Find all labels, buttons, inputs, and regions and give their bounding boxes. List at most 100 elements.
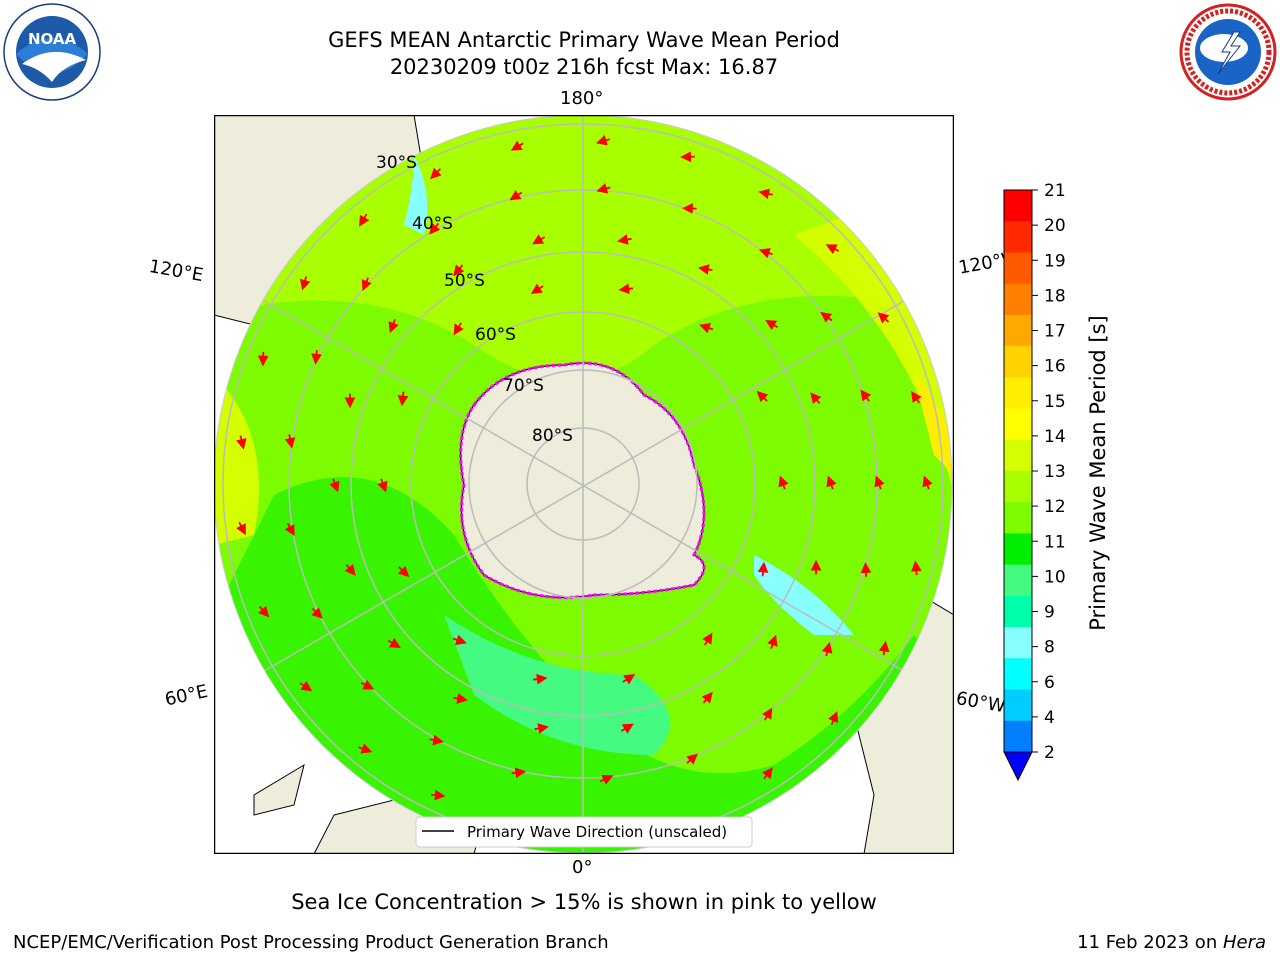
noaa-logo-icon: NOAA (3, 3, 101, 101)
colorbar-band (1004, 595, 1032, 628)
lat-label-50s: 50°S (444, 271, 485, 291)
wave-direction-arrow (329, 478, 340, 493)
colorbar-tick-label: 4 (1044, 708, 1055, 728)
wave-direction-arrow (530, 283, 544, 294)
noaa-logo-text: NOAA (28, 30, 77, 48)
wave-direction-arrow (910, 560, 922, 576)
colorbar-tick-label: 8 (1044, 638, 1055, 658)
wave-direction-arrow (453, 693, 468, 704)
wave-direction-arrow (878, 640, 890, 656)
nws-logo-icon (1179, 3, 1277, 101)
wave-direction-arrow (452, 634, 467, 645)
wave-direction-arrow (429, 734, 444, 746)
lat-label-30s: 30°S (376, 153, 417, 173)
wave-direction-arrow (765, 320, 779, 331)
polar-map: 30°S 40°S 50°S 60°S 70°S 80°S Primary Wa… (214, 115, 954, 854)
lat-label-40s: 40°S (412, 214, 453, 234)
longitude-lines (214, 115, 952, 853)
colorbar-tick-label: 16 (1044, 357, 1066, 377)
wave-direction-arrow (430, 167, 442, 180)
colorbar: 21 20 19 18 17 16 15 14 13 12 11 10 9 8 6 4 2 (1003, 181, 1066, 782)
field-band-14s-left (214, 375, 259, 545)
wave-direction-arrow (618, 283, 634, 295)
colorbar-band (1004, 252, 1032, 285)
wave-direction-arrow (874, 475, 885, 490)
wave-direction-arrow (860, 389, 872, 402)
wave-direction-arrow (299, 276, 311, 291)
wave-direction-arrow (767, 634, 778, 649)
colorbar-tick-label: 11 (1044, 532, 1066, 552)
wave-direction-arrow (828, 711, 839, 725)
lon-label-60e: 60°E (163, 681, 210, 711)
wave-direction-arrow (284, 522, 295, 537)
wave-direction-arrow (509, 189, 523, 201)
colorbar-band (1004, 346, 1032, 378)
wave-direction-arrow (778, 475, 789, 490)
colorbar-band (1004, 283, 1032, 316)
colorbar-band (1004, 627, 1032, 659)
lon-label-180: 180° (560, 88, 604, 109)
wave-direction-arrow (532, 234, 546, 245)
wave-direction-arrow (236, 521, 246, 536)
footer-machine: Hera (1222, 932, 1266, 953)
wave-direction-arrow (453, 322, 464, 336)
field-band-15s (914, 375, 952, 475)
colorbar-tick-label: 19 (1044, 251, 1066, 271)
wave-direction-arrow (453, 264, 465, 277)
wave-direction-arrow (762, 707, 773, 721)
field-band-9s (754, 555, 854, 635)
wave-direction-arrow (757, 561, 769, 577)
colorbar-band (1004, 190, 1032, 222)
wave-direction-arrow (397, 565, 410, 578)
wave-direction-arrow (236, 435, 247, 450)
wave-direction-arrow (257, 605, 270, 618)
footer-date: 11 Feb 2023 on Hera (1077, 932, 1266, 953)
wave-direction-arrows (236, 135, 933, 801)
lon-label-0: 0° (572, 857, 593, 878)
colorbar-tick-label: 21 (1044, 181, 1066, 201)
wave-direction-arrow (686, 753, 698, 765)
field-band-12s (214, 115, 952, 380)
wave-direction-arrow (361, 277, 372, 292)
wave-direction-arrow (758, 188, 773, 200)
colorbar-tick-label: 20 (1044, 216, 1066, 236)
wave-direction-arrow (397, 391, 409, 407)
wave-direction-arrow (877, 312, 890, 324)
wave-direction-arrow (702, 632, 713, 646)
wave-direction-arrow (762, 767, 773, 780)
colorbar-extend-min (1003, 751, 1033, 782)
colorbar-tick-label: 9 (1044, 603, 1055, 623)
sea-ice-note: Sea Ice Concentration > 15% is shown in … (291, 890, 877, 914)
wave-direction-arrow (701, 691, 713, 704)
wave-direction-arrow (377, 478, 388, 493)
wave-direction-arrow (387, 637, 401, 648)
wave-direction-arrow (821, 641, 833, 657)
colorbar-tick-label: 15 (1044, 392, 1066, 412)
wave-direction-arrow (388, 319, 399, 334)
wave-direction-arrow (756, 390, 769, 403)
colorbar-band (1004, 221, 1032, 253)
wave-direction-arrow (922, 475, 933, 490)
wave-direction-arrow (595, 135, 611, 146)
footer-credit: NCEP/EMC/Verification Post Processing Pr… (13, 932, 609, 953)
wave-direction-arrow (358, 743, 373, 754)
wave-direction-arrow (620, 723, 634, 734)
colorbar-band (1004, 720, 1032, 753)
map-subtitle-run-info: 20230209 t00z 216h fcst Max: 16.87 (389, 55, 779, 79)
colorbar-band (1004, 377, 1032, 410)
lon-label-120e: 120°E (147, 256, 205, 287)
colorbar-tick-label: 13 (1044, 462, 1066, 482)
wave-direction-arrow (511, 767, 527, 779)
colorbar-band (1004, 471, 1032, 503)
wave-direction-arrow (698, 264, 713, 275)
colorbar-label: Primary Wave Mean Period [s] (1086, 315, 1110, 631)
colorbar-tick-label: 18 (1044, 286, 1066, 306)
wave-direction-arrow (758, 247, 774, 259)
field-band-10s (444, 615, 670, 755)
wave-direction-arrow (299, 680, 313, 692)
wave-direction-arrow (617, 234, 632, 245)
colorbar-band (1004, 564, 1032, 597)
wave-direction-arrow (622, 674, 636, 685)
wave-direction-arrow (311, 350, 322, 365)
wave-direction-arrow (510, 140, 524, 151)
